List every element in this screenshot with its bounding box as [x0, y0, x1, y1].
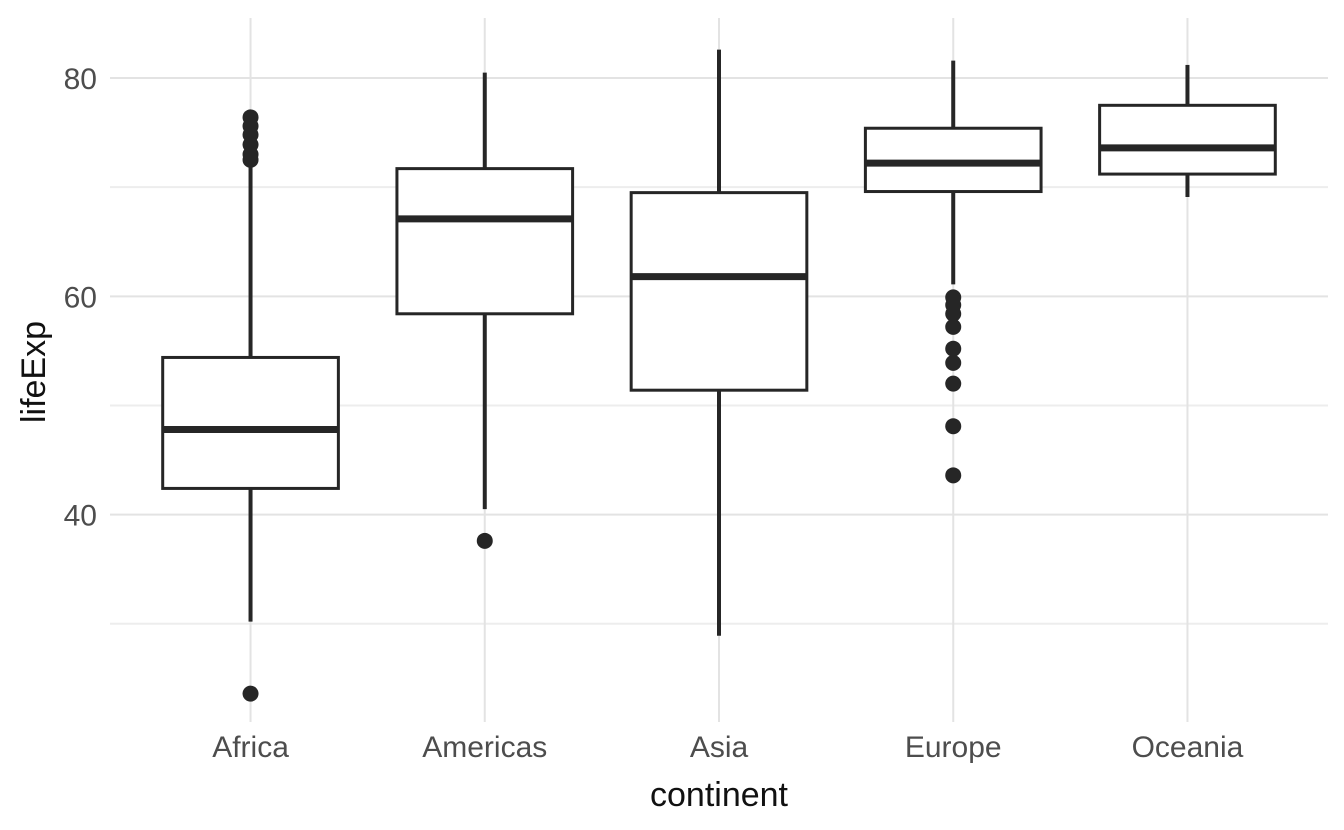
outlier-point-europe [945, 354, 962, 371]
y-tick-label-60: 60 [64, 281, 97, 314]
outlier-point-europe [945, 318, 962, 335]
x-tick-label-americas: Americas [422, 731, 547, 764]
x-axis-title: continent [650, 776, 789, 814]
tick-layer: 40 60 80 Africa Americas Asia Europe Oceania [64, 63, 1244, 764]
box-africa [161, 355, 340, 490]
y-tick-label-40: 40 [64, 500, 97, 533]
x-tick-label-europe: Europe [905, 731, 1002, 764]
outlier-point-americas [476, 532, 493, 549]
x-tick-label-oceania: Oceania [1132, 731, 1244, 764]
box-americas [395, 167, 575, 316]
box-oceania [1098, 103, 1277, 176]
boxplot-americas [395, 72, 575, 549]
outlier-point-europe [945, 467, 962, 484]
x-tick-label-africa: Africa [212, 731, 289, 764]
y-axis-title: lifeExp [15, 321, 53, 423]
outlier-point-africa [242, 151, 259, 168]
outlier-point-europe [945, 305, 962, 322]
outlier-point-europe [945, 418, 962, 435]
boxplot-oceania [1098, 64, 1277, 198]
boxplot-asia [629, 49, 809, 636]
boxplot-africa [161, 109, 340, 702]
x-tick-label-asia: Asia [690, 731, 749, 764]
outlier-point-africa [242, 685, 259, 702]
box-layer [161, 49, 1277, 702]
box-asia [629, 191, 809, 392]
outlier-point-europe [945, 375, 962, 392]
y-tick-label-80: 80 [64, 63, 97, 96]
outlier-point-europe [945, 340, 962, 357]
boxplot-europe [863, 60, 1043, 484]
